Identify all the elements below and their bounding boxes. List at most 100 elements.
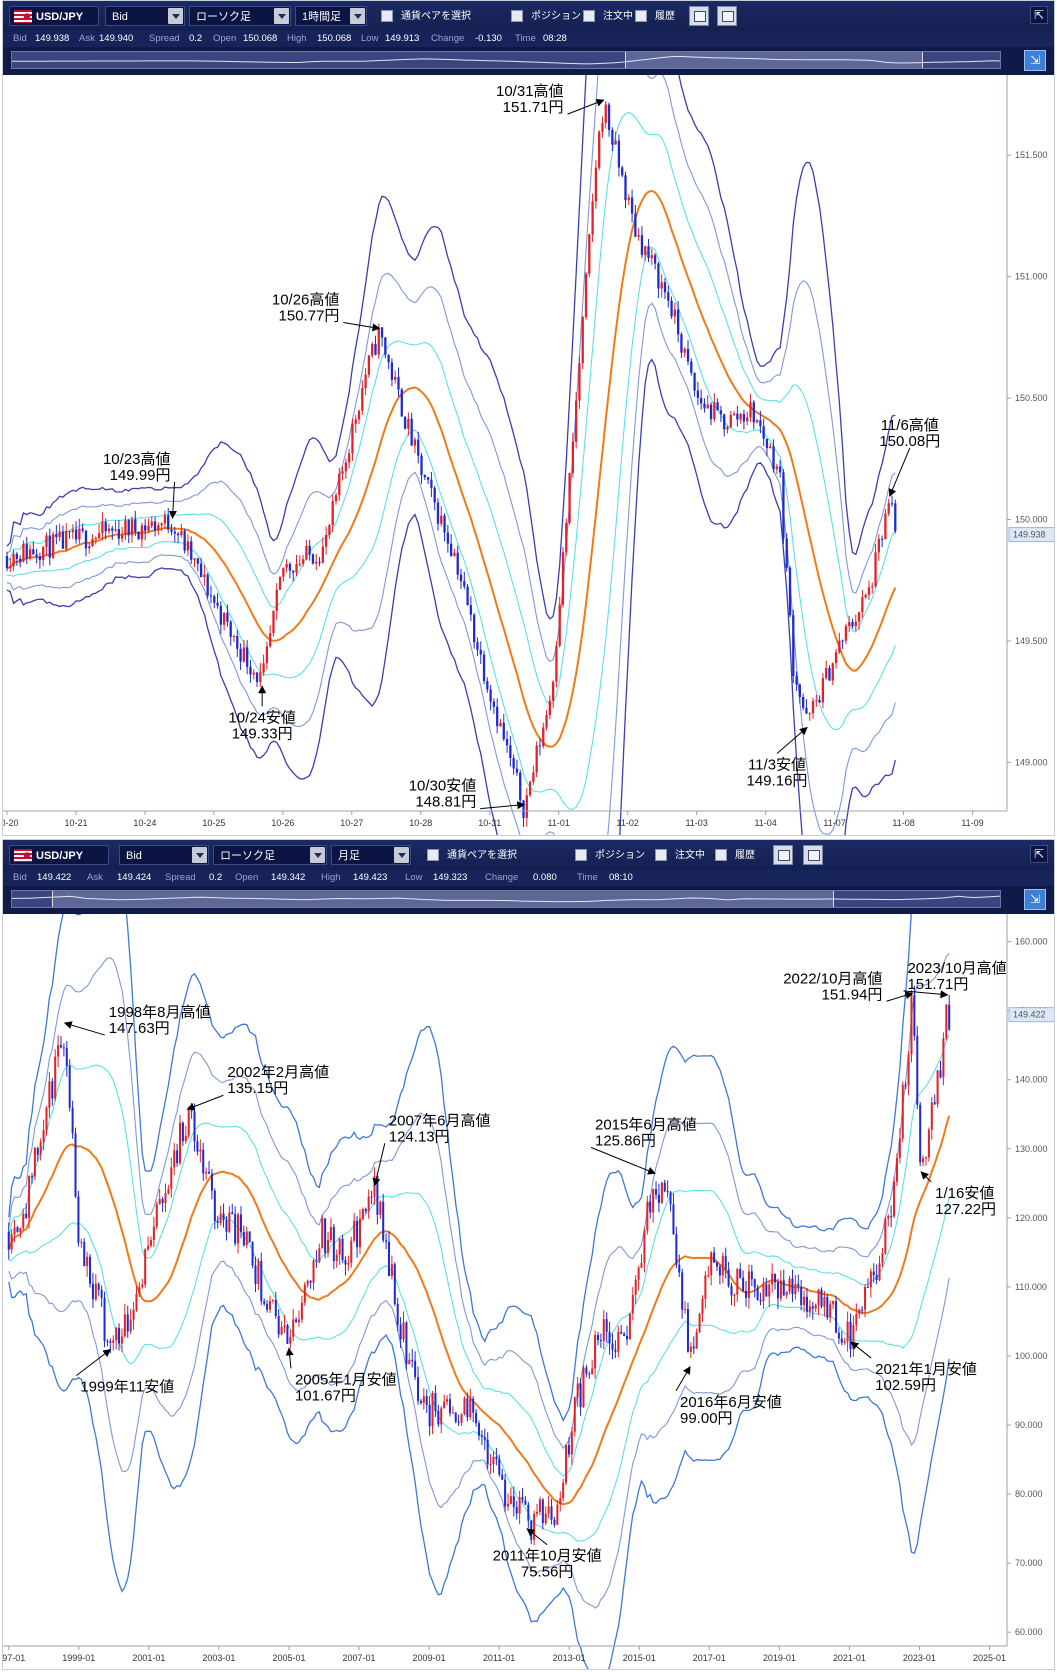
candle-body (347, 453, 351, 463)
candle-body (411, 1359, 414, 1361)
annotation-label: 2011年10月安値 (493, 1548, 602, 1565)
symbol-selector[interactable]: USD/JPY (9, 6, 99, 26)
history-toggle[interactable]: 履歴 (715, 845, 755, 865)
history-checkbox[interactable] (715, 849, 727, 862)
timeframe-select[interactable]: 1時間足 (295, 6, 367, 26)
candle-body (695, 1332, 698, 1349)
history-toggle[interactable]: 履歴 (635, 6, 675, 26)
navigator-track[interactable] (11, 890, 1001, 908)
chart-window-button[interactable] (773, 845, 793, 865)
candle-body (454, 1412, 457, 1422)
navigator-zoom-button[interactable]: ⇲ (1024, 889, 1046, 910)
candle-body (785, 538, 788, 568)
x-tick-label: 2011-01 (483, 1653, 515, 1663)
candle-body (428, 1404, 431, 1427)
annotation-value: 148.81円 (415, 794, 476, 811)
candle-body (303, 1284, 306, 1303)
monthly-candlestick-chart[interactable]: 60.000 70.000 80.000 90.000 100.000 110.000 12… (3, 914, 1055, 1669)
candle-body (466, 1398, 469, 1418)
pair-select-toggle[interactable]: 通貨ペアを選択 (427, 845, 517, 865)
candle-body (144, 1249, 147, 1285)
order-toggle[interactable]: 注文中 (583, 6, 633, 26)
candle-body (657, 1194, 660, 1203)
candle-body (38, 556, 42, 561)
pair-select-checkbox[interactable] (427, 849, 439, 862)
navigator-zoom-button[interactable]: ⇲ (1024, 50, 1046, 71)
pair-select-toggle[interactable]: 通貨ペアを選択 (381, 6, 471, 26)
annotation-value: 149.16円 (747, 773, 808, 790)
change-label: Change (485, 872, 519, 883)
candle-body (448, 1399, 451, 1414)
candle-body (715, 1262, 719, 1267)
position-toggle[interactable]: ポジション (511, 6, 581, 26)
y-tick-label: 151.000 (1015, 272, 1048, 282)
candle-body (504, 1479, 507, 1507)
position-checkbox[interactable] (575, 849, 587, 862)
candle-body (255, 672, 259, 682)
candle-body (599, 1339, 602, 1341)
candle-body (422, 1396, 425, 1403)
price-type-select[interactable]: Bid (119, 845, 209, 865)
chart-type-select[interactable]: ローソク足 (189, 6, 291, 26)
order-toggle[interactable]: 注文中 (655, 845, 705, 865)
timeframe-select[interactable]: 月足 (331, 845, 411, 865)
annotation-value: 150.77円 (279, 307, 340, 324)
navigator-sparkline (12, 55, 1000, 65)
position-checkbox[interactable] (511, 10, 523, 23)
annotation-arrow (590, 1146, 656, 1175)
candle-body (772, 446, 775, 470)
candle-body (376, 1176, 379, 1215)
candle-body (528, 781, 532, 796)
candle-body (602, 1319, 605, 1341)
position-toggle[interactable]: ポジション (575, 845, 645, 865)
candle-body (170, 1167, 173, 1189)
chart-type-select[interactable]: ローソク足 (213, 845, 327, 865)
chart-settings-button[interactable] (717, 6, 737, 26)
candle-body (669, 1192, 672, 1205)
candle-body (535, 745, 538, 773)
candle-body (440, 515, 443, 524)
candle-body (36, 1147, 39, 1155)
candle-body (890, 503, 894, 505)
candle-body (647, 246, 650, 259)
candle-body (759, 1299, 762, 1302)
expand-icon[interactable]: ⇱ (1030, 845, 1048, 863)
time-value: 08:28 (543, 33, 567, 44)
navigator-window[interactable] (51, 891, 835, 907)
candle-body (855, 1314, 858, 1325)
candle-body (739, 413, 742, 420)
candle-body (922, 1158, 925, 1163)
chart-window-button[interactable] (689, 6, 709, 26)
expand-icon[interactable]: ⇱ (1030, 6, 1048, 24)
symbol-selector[interactable]: USD/JPY (9, 845, 109, 865)
candle-body (541, 1499, 544, 1524)
candle-body (820, 1289, 823, 1307)
candle-body (667, 292, 670, 301)
candle-body (12, 553, 15, 567)
candle-body (61, 531, 65, 549)
candle-body (469, 605, 473, 615)
candle-body (532, 772, 535, 782)
navigator-track[interactable] (11, 51, 1001, 69)
candle-body (533, 1513, 536, 1540)
candle-body (765, 1284, 768, 1297)
candle-body (904, 1084, 907, 1086)
order-checkbox[interactable] (655, 849, 667, 862)
hourly-candlestick-chart[interactable]: 149.000 149.500 150.000 150.500 151.000 151.5… (3, 75, 1055, 835)
price-type-select[interactable]: Bid (105, 6, 185, 26)
navigator-window[interactable] (624, 52, 923, 68)
order-checkbox[interactable] (583, 10, 595, 23)
history-checkbox[interactable] (635, 10, 647, 23)
candle-body (414, 1360, 417, 1378)
annotation-value: 124.13円 (389, 1128, 450, 1145)
chart-settings-button[interactable] (803, 845, 823, 865)
candle-body (295, 1319, 298, 1323)
candle-body (97, 533, 101, 539)
candle-body (25, 1213, 28, 1218)
annotation-label: 2021年1月安値 (875, 1361, 977, 1378)
candle-body (332, 1226, 335, 1262)
candle-body (430, 479, 433, 488)
candle-body (282, 567, 285, 577)
pair-select-checkbox[interactable] (381, 10, 393, 23)
candle-body (7, 1231, 10, 1250)
